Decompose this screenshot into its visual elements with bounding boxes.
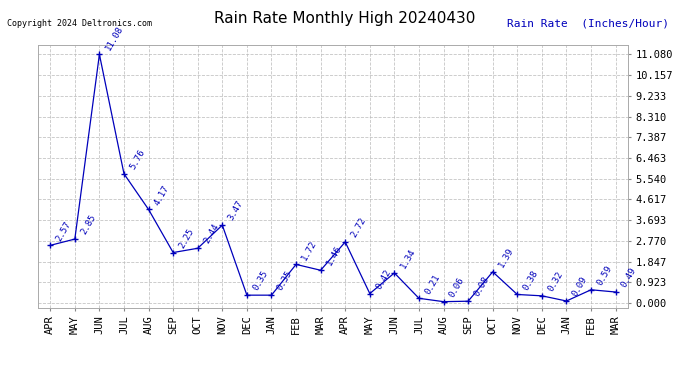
Text: 0.21: 0.21 xyxy=(423,272,442,296)
Text: 5.76: 5.76 xyxy=(128,148,147,171)
Text: 0.49: 0.49 xyxy=(620,266,638,289)
Text: 3.47: 3.47 xyxy=(226,199,245,222)
Text: 0.32: 0.32 xyxy=(546,270,564,293)
Text: Copyright 2024 Deltronics.com: Copyright 2024 Deltronics.com xyxy=(7,19,152,28)
Text: 0.42: 0.42 xyxy=(374,268,393,291)
Text: 1.39: 1.39 xyxy=(497,246,515,269)
Text: Rain Rate  (Inches/Hour): Rain Rate (Inches/Hour) xyxy=(507,19,669,29)
Text: 11.08: 11.08 xyxy=(104,24,125,52)
Text: 0.38: 0.38 xyxy=(522,268,540,292)
Text: 2.44: 2.44 xyxy=(202,222,220,246)
Text: 0.35: 0.35 xyxy=(275,269,294,292)
Text: 0.35: 0.35 xyxy=(251,269,270,292)
Text: 0.08: 0.08 xyxy=(472,275,491,298)
Text: Rain Rate Monthly High 20240430: Rain Rate Monthly High 20240430 xyxy=(215,11,475,26)
Text: 0.06: 0.06 xyxy=(448,276,466,299)
Text: 2.72: 2.72 xyxy=(349,216,368,239)
Text: 1.34: 1.34 xyxy=(399,247,417,270)
Text: 2.57: 2.57 xyxy=(55,219,73,243)
Text: 2.25: 2.25 xyxy=(177,226,196,250)
Text: 2.85: 2.85 xyxy=(79,213,97,236)
Text: 1.72: 1.72 xyxy=(300,238,319,262)
Text: 4.17: 4.17 xyxy=(152,183,171,207)
Text: 0.59: 0.59 xyxy=(595,264,613,287)
Text: 0.09: 0.09 xyxy=(571,275,589,298)
Text: 1.46: 1.46 xyxy=(325,244,344,267)
